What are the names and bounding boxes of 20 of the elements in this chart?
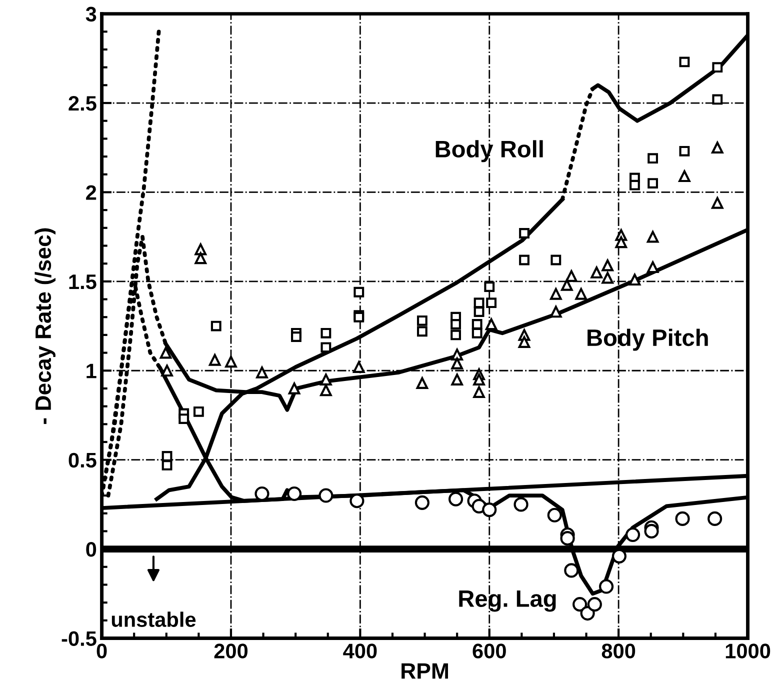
annotation: Reg. Lag [459, 590, 556, 612]
y-tick-label: 0.5 [68, 452, 96, 468]
x-tick-label: 1000 [726, 644, 770, 658]
annotation: Body Roll [436, 140, 543, 162]
x-tick-label: 200 [214, 644, 248, 658]
x-tick-label: 0 [96, 644, 107, 658]
annotation: Body Pitch [588, 328, 708, 351]
y-tick-label: 3 [86, 6, 96, 22]
y-axis-title: - Decay Rate (/sec) [34, 228, 56, 424]
x-tick-label: 800 [602, 644, 636, 658]
y-tick-label: 0 [86, 542, 96, 557]
x-tick-label: 600 [472, 644, 506, 658]
x-tick-label: 400 [343, 644, 377, 658]
y-tick-label: 1 [86, 364, 96, 378]
y-tick-label: 2 [86, 185, 96, 200]
y-tick-label: -0.5 [62, 631, 96, 646]
y-tick-label: 1.5 [69, 274, 96, 290]
annotation: unstable [112, 612, 196, 627]
y-tick-label: 2.5 [68, 96, 96, 111]
x-axis-title: RPM [402, 663, 448, 679]
